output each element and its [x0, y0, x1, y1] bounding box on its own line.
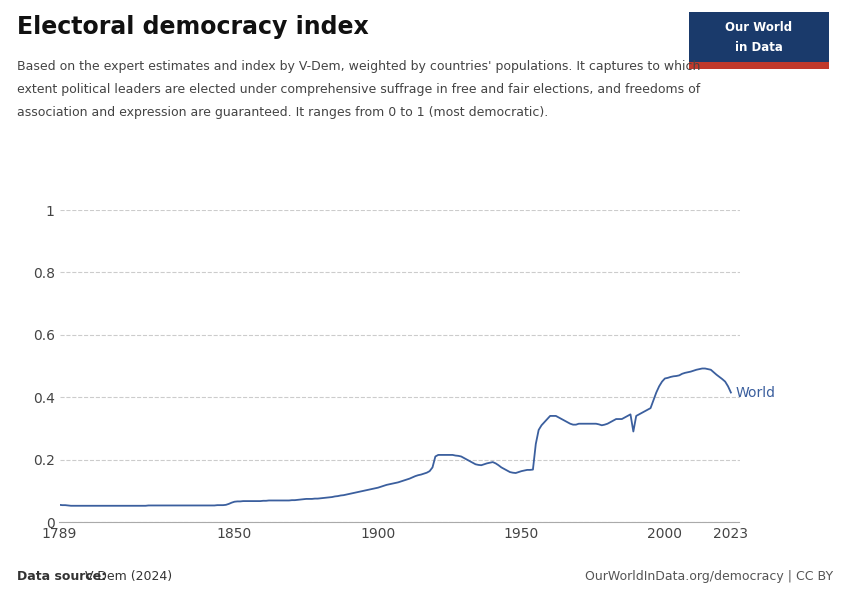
Text: V-Dem (2024): V-Dem (2024) [81, 570, 172, 583]
Text: Data source:: Data source: [17, 570, 106, 583]
Text: in Data: in Data [734, 41, 783, 54]
Text: World: World [735, 386, 775, 400]
FancyBboxPatch shape [688, 62, 829, 69]
Text: association and expression are guaranteed. It ranges from 0 to 1 (most democrati: association and expression are guarantee… [17, 106, 548, 119]
Text: OurWorldInData.org/democracy | CC BY: OurWorldInData.org/democracy | CC BY [585, 570, 833, 583]
Text: Our World: Our World [725, 22, 792, 34]
Text: extent political leaders are elected under comprehensive suffrage in free and fa: extent political leaders are elected und… [17, 83, 700, 96]
Text: Based on the expert estimates and index by V-Dem, weighted by countries' populat: Based on the expert estimates and index … [17, 60, 700, 73]
Text: Electoral democracy index: Electoral democracy index [17, 15, 369, 39]
FancyBboxPatch shape [688, 12, 829, 69]
